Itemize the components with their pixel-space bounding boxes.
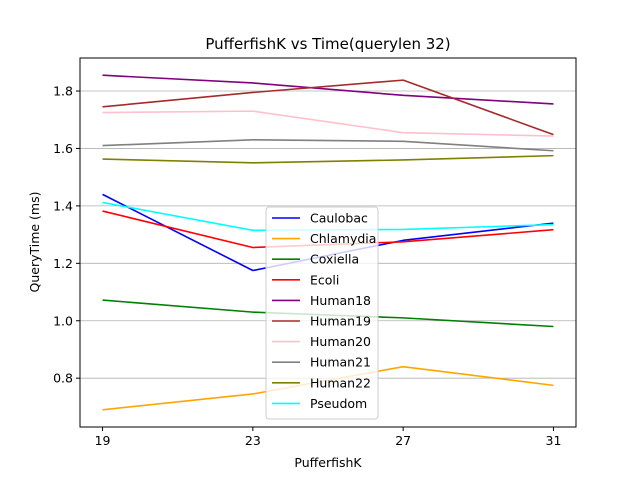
y-tick-label: 1.0 <box>53 313 73 328</box>
y-axis-label: QueryTime (ms) <box>27 192 42 293</box>
x-tick-label: 31 <box>546 433 562 448</box>
y-tick-label: 0.8 <box>53 371 73 386</box>
legend-label-pseudom: Pseudom <box>310 396 367 411</box>
legend-label-coxiella: Coxiella <box>310 252 359 267</box>
legend-label-human22: Human22 <box>310 375 371 390</box>
x-axis-ticks: 19 23 27 31 <box>95 427 562 448</box>
plot-frame <box>79 57 577 428</box>
series-line-human20 <box>102 110 554 137</box>
x-tick-label: 23 <box>245 433 261 448</box>
legend-label-human21: Human21 <box>310 355 371 370</box>
x-tick-label: 19 <box>95 433 111 448</box>
y-tick-label: 1.8 <box>53 84 73 99</box>
chart-title: PufferfishK vs Time(querylen 32) <box>205 35 450 53</box>
legend-label-human18: Human18 <box>310 293 371 308</box>
legend-label-human19: Human19 <box>310 314 371 329</box>
series-line-human18 <box>102 74 554 105</box>
series-line-human21 <box>102 139 554 152</box>
legend-label-chlamydia: Chlamydia <box>310 231 376 246</box>
x-tick-label: 27 <box>395 433 411 448</box>
legend: Caulobac Chlamydia Coxiella Ecoli Human18 Hum… <box>265 206 379 420</box>
y-tick-label: 1.6 <box>53 141 73 156</box>
y-axis-ticks: 0.8 1.0 1.2 1.4 1.6 1.8 <box>53 84 80 386</box>
y-tick-label: 1.2 <box>53 256 73 271</box>
x-axis-label: PufferfishK <box>294 455 362 470</box>
series-line-human22 <box>102 154 554 164</box>
legend-label-ecoli: Ecoli <box>310 272 339 287</box>
series-line-human19 <box>102 79 554 136</box>
legend-label-caulobac: Caulobac <box>310 211 368 226</box>
legend-label-human20: Human20 <box>310 334 371 349</box>
y-tick-label: 1.4 <box>53 198 73 213</box>
